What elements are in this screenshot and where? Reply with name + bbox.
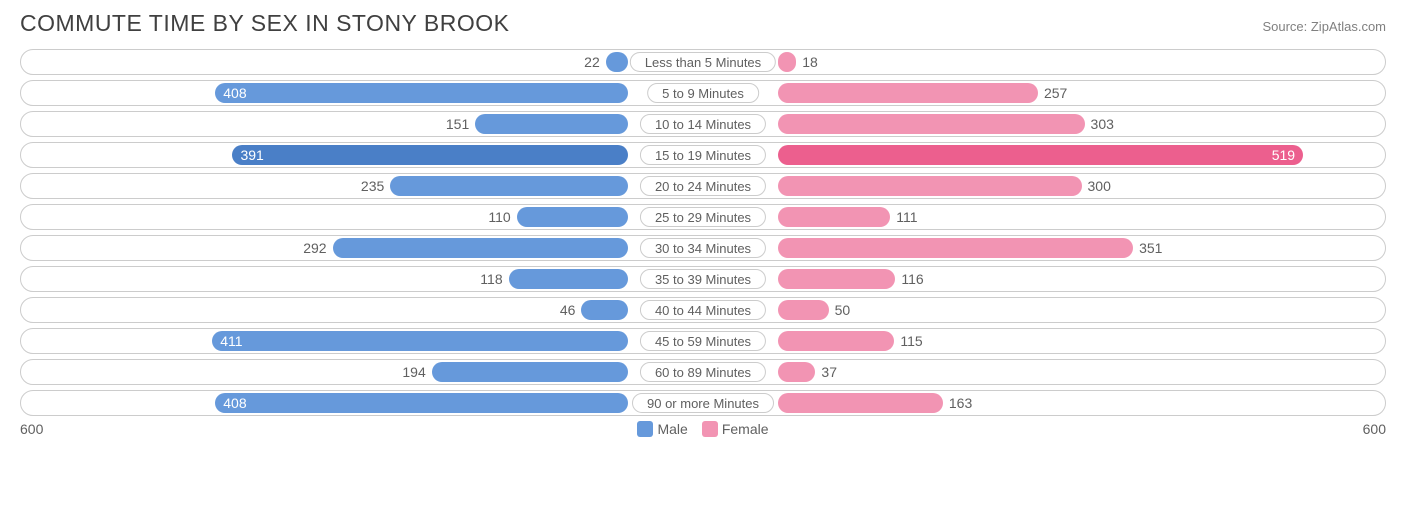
row-track: 292 351 30 to 34 Minutes xyxy=(20,235,1386,261)
category-badge: 45 to 59 Minutes xyxy=(640,331,766,351)
female-bar xyxy=(778,393,943,413)
female-value: 116 xyxy=(901,267,923,291)
female-value: 50 xyxy=(835,298,851,322)
legend-item-male: Male xyxy=(637,421,687,437)
diverging-bar-chart: 2218Less than 5 Minutes4082575 to 9 Minu… xyxy=(20,49,1386,416)
female-value: 163 xyxy=(949,391,972,415)
chart-row: 118 116 35 to 39 Minutes xyxy=(20,266,1386,292)
female-value: 18 xyxy=(802,50,818,74)
male-bar xyxy=(581,300,628,320)
category-badge: 25 to 29 Minutes xyxy=(640,207,766,227)
male-bar xyxy=(475,114,628,134)
category-badge: 20 to 24 Minutes xyxy=(640,176,766,196)
chart-row: 22 18 Less than 5 Minutes xyxy=(20,49,1386,75)
male-value: 408 xyxy=(215,391,628,415)
row-track: 118 116 35 to 39 Minutes xyxy=(20,266,1386,292)
female-bar xyxy=(778,331,894,351)
row-track: 46 50 40 to 44 Minutes xyxy=(20,297,1386,323)
male-value: 408 xyxy=(215,81,628,105)
male-value: 151 xyxy=(446,112,469,136)
row-track: 408 163 90 or more Minutes xyxy=(20,390,1386,416)
female-swatch-icon xyxy=(702,421,718,437)
female-bar xyxy=(778,269,895,289)
male-value: 235 xyxy=(361,174,384,198)
female-value: 37 xyxy=(821,360,837,384)
male-value: 194 xyxy=(402,360,425,384)
legend-label-male: Male xyxy=(657,421,687,437)
row-track: 194 37 60 to 89 Minutes xyxy=(20,359,1386,385)
female-bar xyxy=(778,52,796,72)
row-track: 110 111 25 to 29 Minutes xyxy=(20,204,1386,230)
male-bar xyxy=(509,269,628,289)
category-badge: 15 to 19 Minutes xyxy=(640,145,766,165)
female-value: 111 xyxy=(896,205,917,229)
female-value: 300 xyxy=(1088,174,1111,198)
source-attribution: Source: ZipAtlas.com xyxy=(1262,19,1386,34)
chart-row: 194 37 60 to 89 Minutes xyxy=(20,359,1386,385)
female-bar xyxy=(778,362,815,382)
chart-footer: 600 Male Female 600 xyxy=(20,421,1386,437)
category-badge: 35 to 39 Minutes xyxy=(640,269,766,289)
male-swatch-icon xyxy=(637,421,653,437)
female-value: 351 xyxy=(1139,236,1162,260)
female-value: 115 xyxy=(900,329,922,353)
female-bar xyxy=(778,83,1038,103)
legend-label-female: Female xyxy=(722,421,769,437)
male-bar xyxy=(333,238,628,258)
male-value: 22 xyxy=(584,50,600,74)
category-badge: 40 to 44 Minutes xyxy=(640,300,766,320)
male-bar xyxy=(390,176,628,196)
female-bar xyxy=(778,114,1085,134)
legend: Male Female xyxy=(637,421,768,437)
chart-row: 151 303 10 to 14 Minutes xyxy=(20,111,1386,137)
male-bar xyxy=(606,52,628,72)
row-track: 408 257 5 to 9 Minutes xyxy=(20,80,1386,106)
chart-row: 235 300 20 to 24 Minutes xyxy=(20,173,1386,199)
category-badge: 60 to 89 Minutes xyxy=(640,362,766,382)
female-value: 519 xyxy=(778,143,1303,167)
row-track: 151 303 10 to 14 Minutes xyxy=(20,111,1386,137)
male-bar xyxy=(432,362,628,382)
female-value: 303 xyxy=(1091,112,1114,136)
axis-right-max: 600 xyxy=(1363,421,1386,437)
row-track: 22 18 Less than 5 Minutes xyxy=(20,49,1386,75)
male-value: 118 xyxy=(480,267,502,291)
chart-row: 408 257 5 to 9 Minutes xyxy=(20,80,1386,106)
male-value: 292 xyxy=(303,236,326,260)
chart-row: 411 115 45 to 59 Minutes xyxy=(20,328,1386,354)
male-value: 411 xyxy=(212,329,628,353)
chart-row: 46 50 40 to 44 Minutes xyxy=(20,297,1386,323)
row-track: 391 519 15 to 19 Minutes xyxy=(20,142,1386,168)
row-track: 235 300 20 to 24 Minutes xyxy=(20,173,1386,199)
male-bar xyxy=(517,207,628,227)
header: COMMUTE TIME BY SEX IN STONY BROOK Sourc… xyxy=(20,10,1386,37)
male-value: 110 xyxy=(488,205,510,229)
category-badge: Less than 5 Minutes xyxy=(630,52,776,72)
category-badge: 90 or more Minutes xyxy=(632,393,774,413)
axis-left-max: 600 xyxy=(20,421,43,437)
row-track: 411 115 45 to 59 Minutes xyxy=(20,328,1386,354)
chart-row: 408 163 90 or more Minutes xyxy=(20,390,1386,416)
male-value: 46 xyxy=(560,298,576,322)
female-bar xyxy=(778,238,1133,258)
female-bar xyxy=(778,300,829,320)
category-badge: 10 to 14 Minutes xyxy=(640,114,766,134)
male-value: 391 xyxy=(232,143,628,167)
female-value: 257 xyxy=(1044,81,1067,105)
category-badge: 30 to 34 Minutes xyxy=(640,238,766,258)
chart-row: 292 351 30 to 34 Minutes xyxy=(20,235,1386,261)
female-bar xyxy=(778,207,890,227)
category-badge: 5 to 9 Minutes xyxy=(647,83,759,103)
chart-row: 391 519 15 to 19 Minutes xyxy=(20,142,1386,168)
female-bar xyxy=(778,176,1082,196)
legend-item-female: Female xyxy=(702,421,769,437)
chart-title: COMMUTE TIME BY SEX IN STONY BROOK xyxy=(20,10,509,37)
chart-row: 110 111 25 to 29 Minutes xyxy=(20,204,1386,230)
